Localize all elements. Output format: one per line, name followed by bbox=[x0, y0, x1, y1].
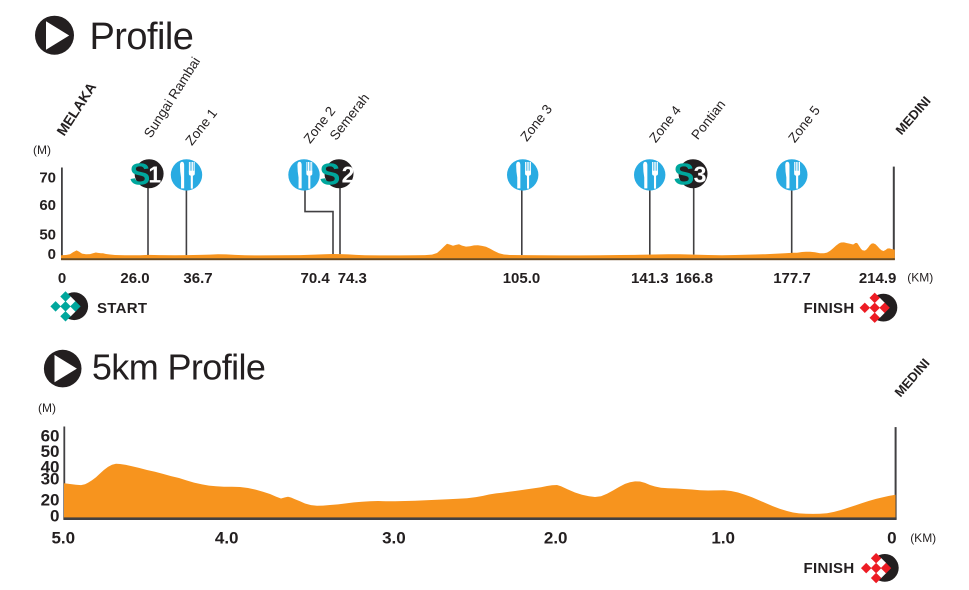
svg-text:Zone 5: Zone 5 bbox=[785, 103, 823, 145]
svg-text:1: 1 bbox=[148, 162, 161, 188]
svg-text:2.0: 2.0 bbox=[544, 528, 568, 547]
svg-text:105.0: 105.0 bbox=[503, 270, 541, 287]
svg-text:177.7: 177.7 bbox=[773, 270, 811, 287]
svg-text:MEDINI: MEDINI bbox=[892, 93, 933, 137]
svg-text:FINISH: FINISH bbox=[804, 560, 855, 577]
svg-text:2: 2 bbox=[342, 162, 355, 188]
svg-text:74.3: 74.3 bbox=[338, 270, 367, 287]
svg-text:MEDINI: MEDINI bbox=[891, 356, 932, 400]
svg-text:3.0: 3.0 bbox=[382, 528, 406, 547]
svg-text:Zone 4: Zone 4 bbox=[646, 103, 684, 146]
svg-text:FINISH: FINISH bbox=[804, 300, 855, 317]
svg-text:Profile: Profile bbox=[90, 16, 194, 58]
svg-text:30: 30 bbox=[41, 470, 60, 489]
svg-text:Zone 3: Zone 3 bbox=[517, 102, 555, 144]
svg-text:Pontian: Pontian bbox=[688, 97, 728, 142]
svg-text:70: 70 bbox=[39, 169, 56, 186]
svg-text:70.4: 70.4 bbox=[300, 270, 330, 287]
svg-text:S: S bbox=[130, 157, 151, 192]
svg-text:5.0: 5.0 bbox=[51, 528, 75, 547]
svg-text:S: S bbox=[674, 157, 695, 192]
svg-text:0: 0 bbox=[887, 528, 896, 547]
svg-text:MELAKA: MELAKA bbox=[53, 79, 99, 138]
svg-text:60: 60 bbox=[39, 197, 56, 214]
svg-text:26.0: 26.0 bbox=[120, 270, 149, 287]
svg-text:Zone 1: Zone 1 bbox=[182, 106, 220, 148]
svg-text:START: START bbox=[97, 300, 147, 317]
svg-text:0: 0 bbox=[58, 270, 66, 287]
svg-text:214.9: 214.9 bbox=[859, 270, 897, 287]
svg-text:141.3: 141.3 bbox=[631, 270, 669, 287]
svg-text:40: 40 bbox=[41, 457, 60, 476]
svg-text:(KM): (KM) bbox=[907, 271, 933, 285]
svg-text:1.0: 1.0 bbox=[711, 528, 735, 547]
svg-text:5km Profile: 5km Profile bbox=[92, 346, 265, 387]
svg-text:0: 0 bbox=[50, 507, 59, 526]
svg-text:36.7: 36.7 bbox=[183, 270, 212, 287]
svg-text:3: 3 bbox=[694, 162, 707, 188]
svg-text:50: 50 bbox=[41, 442, 60, 461]
svg-text:(M): (M) bbox=[33, 143, 51, 157]
svg-text:(KM): (KM) bbox=[910, 531, 936, 545]
svg-text:20: 20 bbox=[41, 491, 60, 510]
svg-text:4.0: 4.0 bbox=[215, 528, 239, 547]
svg-text:(M): (M) bbox=[38, 401, 56, 415]
svg-text:50: 50 bbox=[39, 226, 56, 243]
svg-text:60: 60 bbox=[41, 427, 60, 446]
svg-text:166.8: 166.8 bbox=[675, 270, 713, 287]
svg-text:S: S bbox=[320, 157, 341, 192]
svg-text:0: 0 bbox=[48, 246, 56, 263]
